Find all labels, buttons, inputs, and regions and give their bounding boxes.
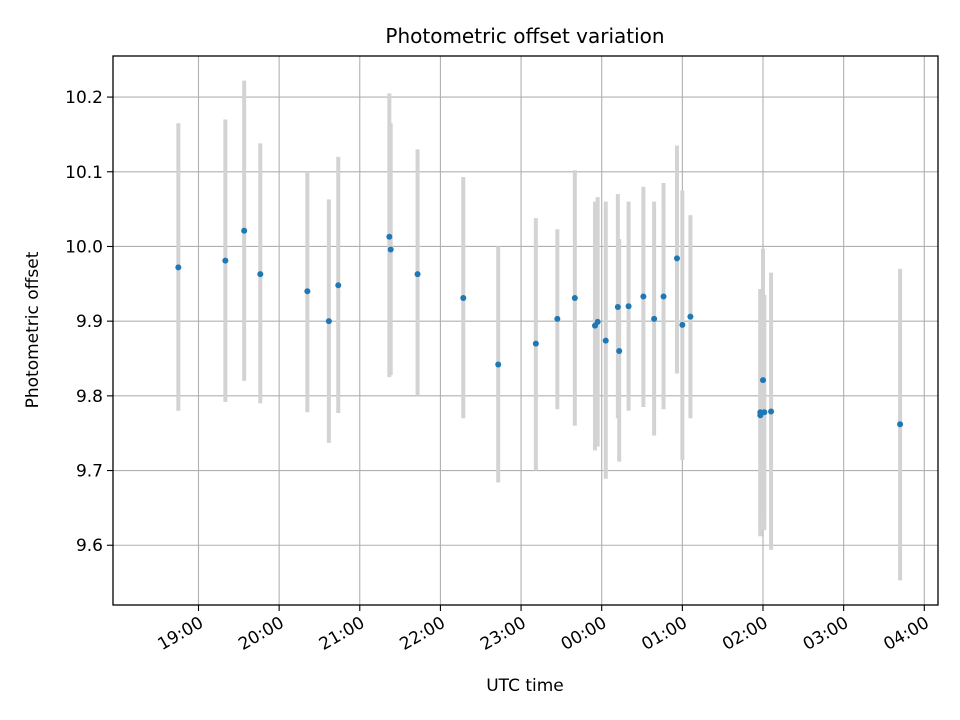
y-tick-label: 10.2 [65, 88, 103, 108]
data-point [532, 340, 539, 347]
y-tick-label: 9.7 [76, 462, 103, 482]
x-tick-label: 04:00 [880, 613, 932, 655]
x-tick-label: 01:00 [638, 613, 690, 655]
y-tick-label: 9.9 [76, 312, 103, 332]
data-point [897, 421, 904, 428]
data-point [761, 409, 768, 416]
data-point [602, 337, 609, 344]
data-point [175, 264, 182, 271]
x-tick-label: 00:00 [558, 613, 610, 655]
data-point [651, 315, 658, 322]
data-point [495, 361, 502, 368]
x-tick-label: 19:00 [155, 613, 207, 655]
y-tick-label: 9.6 [76, 536, 103, 556]
grid [113, 56, 938, 605]
data-point [554, 315, 561, 322]
data-point [386, 233, 393, 240]
data-point [304, 288, 311, 295]
data-point [257, 271, 264, 278]
data-point [760, 377, 766, 384]
data-point [222, 257, 229, 264]
data-point [768, 408, 775, 415]
error-bars [176, 80, 903, 581]
x-tick-label: 20:00 [235, 613, 287, 655]
data-point [614, 303, 621, 310]
data-point [625, 303, 632, 310]
data-point [335, 282, 342, 289]
data-point [673, 255, 680, 262]
data-point [687, 313, 694, 320]
plot-frame [112, 55, 939, 606]
data-point [660, 293, 667, 300]
x-tick-label: 23:00 [477, 613, 529, 655]
x-tick-label: 02:00 [719, 613, 771, 655]
data-point [325, 318, 332, 325]
data-point [460, 295, 467, 302]
data-point [414, 271, 421, 278]
data-point [679, 321, 686, 328]
x-tick-label: 22:00 [396, 613, 448, 655]
y-tick-label: 10.1 [65, 163, 103, 183]
x-tick-label: 21:00 [316, 613, 368, 655]
data-point [387, 246, 394, 253]
y-tick-label: 9.8 [76, 387, 103, 407]
y-tick-label: 10.0 [65, 237, 103, 257]
data-point [571, 295, 578, 302]
y-axis-label: Photometric offset [23, 251, 43, 408]
data-point [241, 227, 248, 234]
data-point [594, 318, 601, 325]
chart-title: Photometric offset variation [385, 24, 664, 48]
x-tick-label: 03:00 [800, 613, 852, 655]
x-axis-label: UTC time [486, 676, 564, 696]
data-points [175, 227, 904, 428]
data-point [640, 293, 647, 300]
data-point [616, 348, 623, 355]
